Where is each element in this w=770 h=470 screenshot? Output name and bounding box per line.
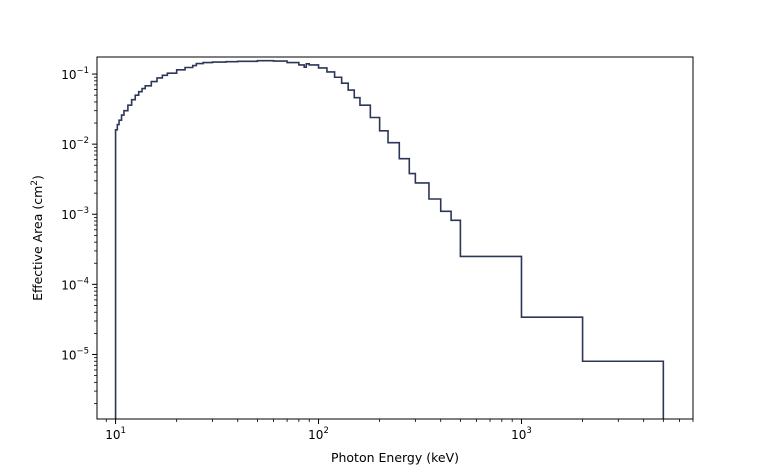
y-axis: 10−5 10−4 10−3 10−2 10−1 <box>61 66 97 404</box>
y-tick-label: 10−2 <box>61 136 89 152</box>
y-axis-label-main: Effective Area (cm <box>30 186 45 301</box>
y-axis-label: Effective Area (cm2) <box>30 175 45 301</box>
y-tick-label: 10−1 <box>61 66 89 82</box>
y-axis-label-superscript: 2 <box>30 180 40 186</box>
x-axis-label: Photon Energy (keV) <box>331 450 459 465</box>
x-tick-label: 101 <box>105 426 126 442</box>
effective-area-series-0 <box>114 59 665 419</box>
y-tick-label: 10−5 <box>61 346 89 362</box>
x-tick-label: 102 <box>308 426 329 442</box>
y-axis-label-end: ) <box>30 175 45 180</box>
y-tick-label: 10−4 <box>61 276 89 292</box>
x-axis: 101 102 103 <box>105 419 694 442</box>
plot-frame <box>96 56 694 420</box>
y-tick-label: 10−3 <box>61 206 89 222</box>
x-tick-label: 103 <box>511 426 532 442</box>
